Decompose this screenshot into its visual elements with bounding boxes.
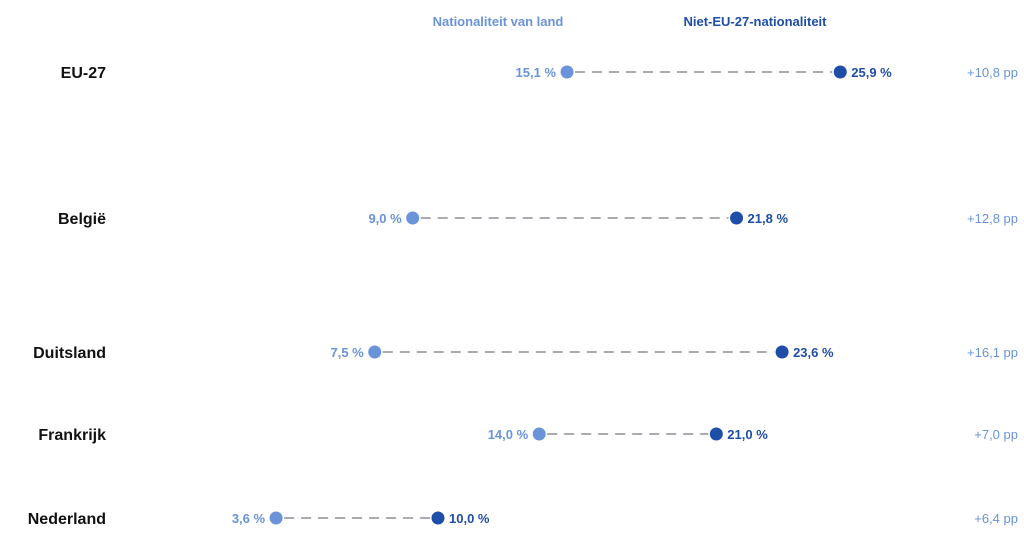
difference-label: +12,8 pp — [967, 211, 1018, 226]
country-label: EU-27 — [61, 65, 106, 82]
non-eu-value-label: 23,6 % — [793, 345, 834, 360]
non-eu-value-label: 21,8 % — [748, 211, 789, 226]
non-eu-dot — [833, 65, 847, 79]
non-eu-dot — [775, 345, 789, 359]
non-eu-dot — [431, 511, 445, 525]
country-label: Duitsland — [33, 345, 106, 362]
difference-label: +10,8 pp — [967, 65, 1018, 80]
non-eu-value-label: 21,0 % — [727, 427, 768, 442]
legend-national: Nationaliteit van land — [433, 14, 564, 29]
country-label: Nederland — [28, 511, 106, 528]
national-value-label: 3,6 % — [232, 511, 266, 526]
national-dot — [560, 65, 574, 79]
non-eu-value-label: 25,9 % — [851, 65, 892, 80]
non-eu-dot — [730, 211, 744, 225]
difference-label: +16,1 pp — [967, 345, 1018, 360]
national-value-label: 15,1 % — [516, 65, 557, 80]
national-dot — [269, 511, 283, 525]
legend-non-eu: Niet-EU-27-nationaliteit — [683, 14, 827, 29]
non-eu-dot — [709, 427, 723, 441]
national-value-label: 14,0 % — [488, 427, 529, 442]
national-value-label: 7,5 % — [331, 345, 365, 360]
non-eu-value-label: 10,0 % — [449, 511, 490, 526]
national-dot — [406, 211, 420, 225]
national-dot — [532, 427, 546, 441]
difference-label: +6,4 pp — [974, 511, 1018, 526]
chart-rows: EU-27 15,1 % 25,9 % +10,8 pp België 9,0 % 21,8… — [28, 65, 1018, 528]
country-label: Frankrijk — [38, 427, 106, 444]
national-dot — [368, 345, 382, 359]
country-label: België — [58, 211, 106, 228]
national-value-label: 9,0 % — [368, 211, 402, 226]
difference-label: +7,0 pp — [974, 427, 1018, 442]
